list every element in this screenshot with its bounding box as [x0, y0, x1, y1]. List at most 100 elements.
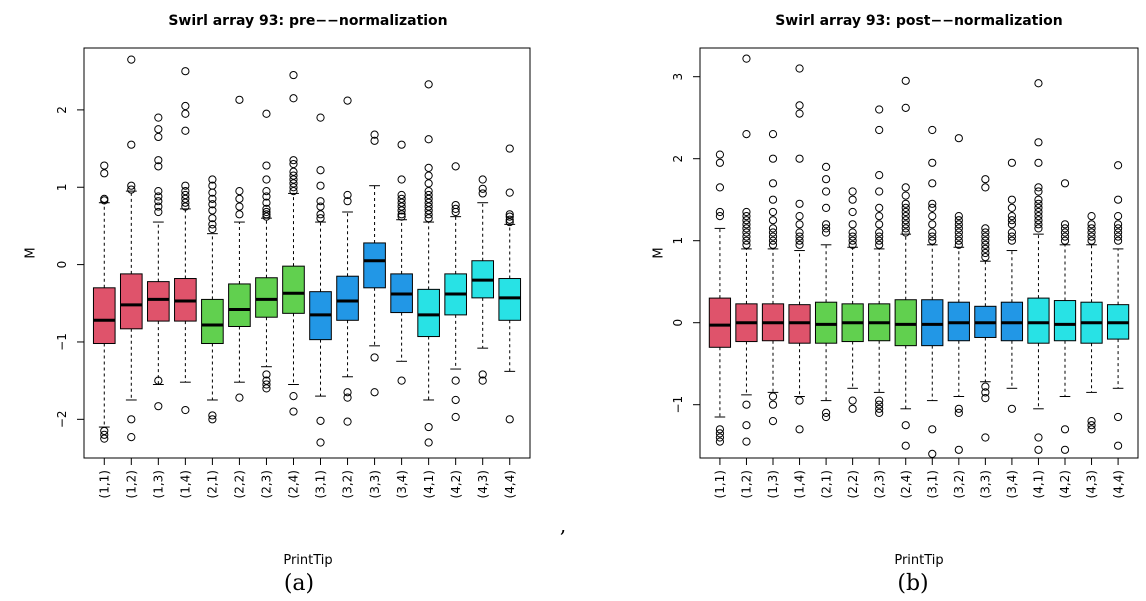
- outlier-point: [901, 421, 910, 430]
- outlier-point: [954, 216, 963, 225]
- outlier-point: [954, 232, 963, 241]
- outlier-point: [768, 240, 778, 249]
- outlier-point: [289, 156, 298, 165]
- x-tick-label: (3,4): [395, 470, 409, 498]
- outlier-point: [397, 198, 406, 207]
- y-tick-label: 0: [55, 261, 69, 269]
- outlier-point: [370, 136, 379, 145]
- y-tick-label: −1: [55, 333, 69, 351]
- outlier-point: [289, 183, 298, 192]
- outlier-point: [875, 212, 884, 221]
- outlier-point: [289, 407, 298, 416]
- outlier-point: [954, 404, 963, 413]
- outlier-point: [397, 210, 406, 219]
- outlier-point: [1034, 158, 1043, 167]
- outlier-point: [928, 125, 937, 135]
- outlier-point: [505, 210, 514, 219]
- outlier-point: [901, 103, 910, 112]
- outlier-point: [154, 402, 163, 411]
- outlier-point: [127, 181, 136, 190]
- outlier-point: [742, 212, 751, 221]
- x-tick-label: (4,3): [1085, 470, 1099, 498]
- outlier-point: [262, 384, 271, 393]
- outlier-point: [181, 109, 190, 118]
- outlier-point: [100, 434, 109, 443]
- x-tick-label: (1,2): [125, 470, 139, 498]
- outlier-point: [715, 433, 725, 442]
- outlier-point: [875, 171, 884, 180]
- x-tick-label: (3,2): [952, 470, 966, 498]
- outlier-point: [316, 438, 325, 447]
- outlier-point: [928, 203, 937, 212]
- outlier-point: [875, 396, 884, 405]
- outlier-point: [742, 207, 751, 217]
- outlier-point: [1087, 212, 1096, 221]
- outlier-point: [262, 376, 271, 385]
- x-tick-label: (1,4): [793, 470, 807, 498]
- outlier-point: [154, 192, 163, 201]
- outlier-point: [505, 144, 514, 153]
- outlier-point: [901, 203, 910, 212]
- box-(2,1): [814, 301, 838, 344]
- outlier-point: [768, 224, 778, 233]
- outlier-point: [954, 212, 963, 221]
- outlier-point: [848, 207, 857, 217]
- separator-comma: ,: [560, 513, 566, 537]
- outlier-point: [928, 199, 937, 208]
- outlier-point: [1034, 183, 1043, 192]
- outlier-point: [181, 202, 190, 211]
- outlier-point: [742, 240, 751, 249]
- box-(3,2): [336, 275, 359, 321]
- outlier-point: [715, 150, 725, 159]
- outlier-point: [848, 220, 857, 229]
- outlier-point: [424, 135, 433, 144]
- outlier-point: [742, 216, 751, 225]
- outlier-point: [821, 175, 831, 184]
- outlier-point: [424, 80, 433, 89]
- outlier-point: [424, 190, 433, 200]
- outlier-point: [768, 154, 778, 163]
- outlier-point: [768, 232, 778, 241]
- y-tick-label: 3: [671, 73, 685, 81]
- outlier-point: [397, 140, 406, 149]
- outlier-point: [875, 228, 884, 237]
- box-(2,1): [201, 298, 224, 345]
- outlier-point: [1060, 445, 1070, 454]
- outlier-point: [343, 393, 352, 402]
- outlier-point: [343, 388, 352, 397]
- outlier-point: [505, 188, 514, 197]
- outlier-point: [478, 184, 487, 193]
- outlier-point: [901, 199, 910, 208]
- box-(4,4): [498, 278, 522, 321]
- outlier-point: [821, 412, 831, 422]
- x-tick-label: (2,3): [872, 470, 886, 498]
- outlier-point: [875, 400, 884, 409]
- outlier-point: [715, 212, 725, 221]
- outlier-point: [1113, 195, 1123, 204]
- outlier-point: [901, 76, 910, 85]
- outlier-point: [1087, 417, 1096, 426]
- outlier-point: [289, 171, 298, 180]
- outlier-point: [343, 417, 352, 426]
- outlier-point: [715, 183, 725, 192]
- outlier-point: [235, 393, 244, 402]
- x-tick-label: (1,3): [152, 470, 166, 498]
- outlier-point: [154, 187, 163, 196]
- outlier-point: [127, 415, 136, 424]
- outlier-point: [181, 198, 190, 207]
- outlier-point: [848, 232, 857, 241]
- outlier-point: [289, 392, 298, 401]
- outlier-point: [1060, 179, 1070, 188]
- outlier-point: [742, 421, 751, 430]
- outlier-point: [742, 236, 751, 245]
- outlier-point: [981, 433, 990, 442]
- outlier-point: [208, 220, 217, 229]
- outlier-point: [181, 190, 190, 200]
- outlier-point: [1113, 412, 1123, 422]
- outlier-point: [208, 214, 217, 223]
- outlier-point: [928, 212, 937, 221]
- y-tick-label: 1: [55, 183, 69, 191]
- outlier-point: [768, 130, 778, 139]
- outlier-point: [1113, 220, 1123, 229]
- outlier-point: [875, 125, 884, 135]
